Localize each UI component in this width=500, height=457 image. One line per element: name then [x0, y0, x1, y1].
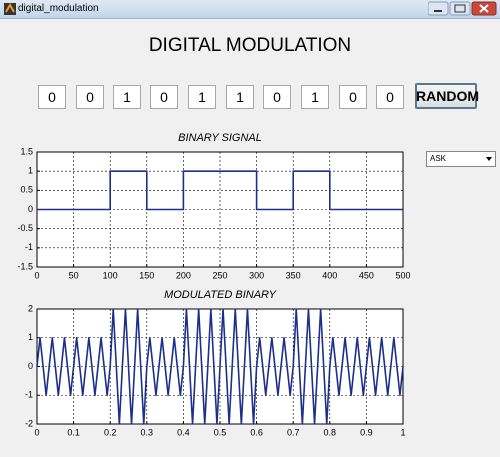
x-tick-label: 250	[212, 270, 227, 280]
y-tick-label: 2	[28, 303, 33, 313]
x-tick-label: 0.5	[214, 427, 227, 437]
y-tick-label: 1.5	[20, 146, 33, 156]
bit-input[interactable]: 0	[339, 85, 367, 109]
chart-title: MODULATED BINARY	[164, 289, 277, 301]
dropdown-value: ASK	[430, 154, 447, 163]
signal-line	[36, 308, 404, 425]
bit-input[interactable]: 0	[38, 85, 66, 109]
x-tick-label: 0.9	[360, 427, 373, 437]
bit-input[interactable]: 1	[113, 85, 141, 109]
x-tick-label: 0.8	[324, 427, 337, 437]
title-bar: digital_modulation	[0, 0, 500, 19]
y-tick-label: 0	[28, 204, 33, 214]
app-icon	[4, 2, 16, 15]
x-tick-label: 400	[322, 270, 337, 280]
x-tick-label: 0	[34, 427, 39, 437]
y-tick-label: 0	[28, 361, 33, 371]
bit-input[interactable]: 0	[263, 85, 291, 109]
x-tick-label: 150	[139, 270, 154, 280]
x-tick-label: 200	[176, 270, 191, 280]
x-tick-label: 300	[249, 270, 264, 280]
x-tick-label: 450	[359, 270, 374, 280]
x-tick-label: 0.1	[67, 427, 80, 437]
y-tick-label: 1	[28, 332, 33, 342]
bit-input[interactable]: 1	[301, 85, 329, 109]
x-tick-label: 0.3	[141, 427, 154, 437]
signal-line	[37, 170, 403, 211]
bit-input[interactable]: 0	[150, 85, 178, 109]
x-tick-label: 500	[395, 270, 410, 280]
x-tick-label: 1	[400, 427, 405, 437]
x-tick-label: 50	[69, 270, 79, 280]
x-tick-label: 100	[103, 270, 118, 280]
y-tick-label: 1	[28, 166, 33, 176]
bit-input[interactable]: 1	[226, 85, 254, 109]
bit-input[interactable]: 1	[188, 85, 216, 109]
x-tick-label: 0.7	[287, 427, 300, 437]
y-tick-label: 0.5	[20, 185, 33, 195]
y-tick-label: -2	[25, 418, 33, 428]
chart-title: BINARY SIGNAL	[178, 132, 262, 144]
y-tick-label: -0.5	[17, 223, 33, 233]
heading: DIGITAL MODULATION	[148, 35, 352, 56]
window-controls[interactable]	[428, 1, 498, 17]
x-tick-label: 0	[34, 270, 39, 280]
window-title: digital_modulation	[18, 3, 99, 14]
dropdown-arrow	[486, 157, 492, 161]
x-tick-label: 0.2	[104, 427, 117, 437]
x-tick-label: 0.6	[250, 427, 263, 437]
x-tick-label: 350	[286, 270, 301, 280]
y-tick-label: -1.5	[17, 261, 33, 271]
bit-input[interactable]: 0	[76, 85, 104, 109]
y-tick-label: -1	[25, 242, 33, 252]
random-button[interactable]: RANDOM	[415, 83, 479, 109]
bit-input[interactable]: 0	[376, 85, 404, 109]
x-tick-label: 0.4	[177, 427, 190, 437]
y-tick-label: -1	[25, 390, 33, 400]
modulation-dropdown[interactable]: ASK	[426, 151, 496, 167]
